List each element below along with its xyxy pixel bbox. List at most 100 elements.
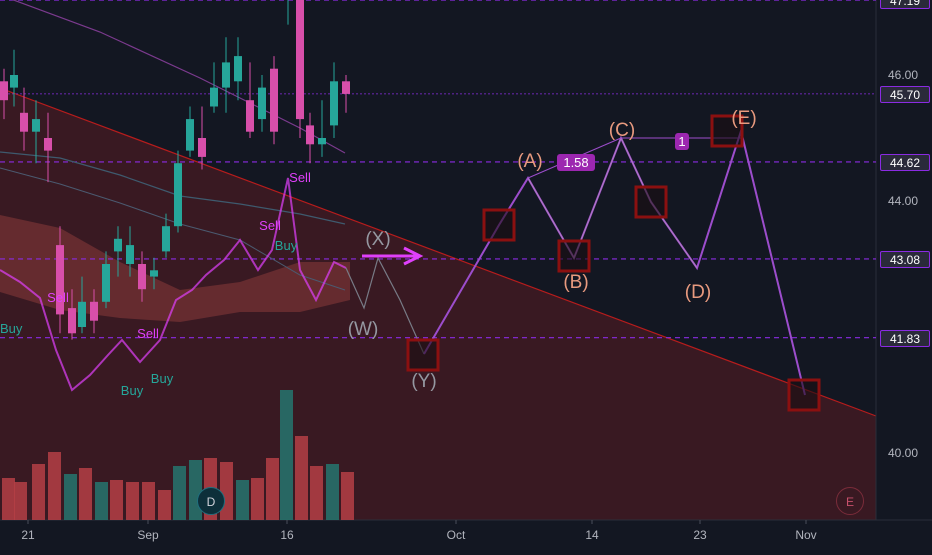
candle-body bbox=[222, 62, 230, 88]
candle-body bbox=[306, 125, 314, 145]
level-price-tag[interactable]: 43.08 bbox=[880, 250, 930, 268]
candle-body bbox=[198, 138, 206, 157]
earnings-marker[interactable]: E bbox=[836, 487, 864, 515]
time-tick-label: 21 bbox=[21, 528, 35, 542]
volume-bar bbox=[110, 480, 123, 520]
volume-bar bbox=[310, 466, 323, 520]
volume-bar bbox=[64, 474, 77, 520]
price-tick-label: 46.00 bbox=[888, 68, 919, 82]
candle-body bbox=[162, 226, 170, 252]
volume-bar bbox=[280, 390, 293, 520]
wave-label: (B) bbox=[563, 272, 588, 293]
volume-bar bbox=[32, 464, 45, 520]
price-tick-label: 40.00 bbox=[888, 446, 919, 460]
candle-body bbox=[186, 119, 194, 151]
bearish-zone bbox=[0, 88, 876, 520]
candle-body bbox=[78, 301, 86, 327]
level-price-tag[interactable]: 47.19 bbox=[880, 0, 930, 10]
volume-bar bbox=[341, 472, 354, 520]
level-price-tag[interactable]: 45.70 bbox=[880, 85, 930, 103]
volume-bar bbox=[251, 478, 264, 520]
ratio-badge-text: 1.58 bbox=[563, 155, 588, 170]
volume-bar bbox=[126, 482, 139, 520]
arrow-head bbox=[403, 246, 424, 266]
candle-body bbox=[10, 75, 18, 88]
target-box bbox=[557, 239, 591, 273]
candle-body bbox=[210, 87, 218, 107]
candle-body bbox=[138, 264, 146, 290]
signal-label: Buy bbox=[275, 238, 298, 253]
level-price-tag[interactable]: 41.83 bbox=[880, 329, 930, 347]
candle-body bbox=[270, 68, 278, 132]
volume-bar bbox=[236, 480, 249, 520]
wave-label: (D) bbox=[685, 282, 711, 303]
candle-body bbox=[68, 308, 76, 334]
wxy-projection bbox=[345, 256, 425, 355]
target-box bbox=[406, 338, 440, 372]
overlay-swing-line bbox=[0, 177, 347, 392]
target-box bbox=[482, 208, 516, 242]
candle-body bbox=[234, 56, 242, 82]
cloud-band bbox=[0, 215, 350, 322]
volume-bar bbox=[266, 458, 279, 520]
candle-body bbox=[126, 245, 134, 264]
time-tick-label: Nov bbox=[795, 528, 817, 542]
time-tick-label: 14 bbox=[585, 528, 599, 542]
target-box bbox=[634, 185, 668, 219]
candle-body bbox=[0, 81, 8, 101]
volume-bar bbox=[173, 466, 186, 520]
volume-bar bbox=[2, 478, 15, 520]
target-box bbox=[710, 114, 744, 148]
wave-label: (E) bbox=[731, 108, 756, 129]
signal-label: Buy bbox=[121, 383, 144, 398]
moving-average-long bbox=[11, 0, 346, 154]
volume-bar bbox=[14, 482, 27, 520]
candle-body bbox=[150, 270, 158, 277]
descending-trendline bbox=[0, 87, 877, 417]
wave-label: (W) bbox=[348, 319, 379, 340]
volume-bar bbox=[158, 490, 171, 520]
candle-body bbox=[32, 119, 40, 132]
dividend-marker[interactable]: D bbox=[197, 487, 225, 515]
candle-body bbox=[174, 163, 182, 227]
candle-body bbox=[342, 81, 350, 94]
time-tick-label: 23 bbox=[693, 528, 707, 542]
candle-body bbox=[90, 301, 98, 321]
volume-bar bbox=[142, 482, 155, 520]
volume-bar bbox=[95, 482, 108, 520]
candle-body bbox=[318, 138, 326, 145]
ratio-badge bbox=[557, 154, 595, 171]
candle-body bbox=[296, 0, 304, 120]
wave-label: (C) bbox=[609, 120, 635, 141]
time-tick-label: Oct bbox=[446, 528, 466, 542]
volume-bar bbox=[79, 468, 92, 520]
volume-bar bbox=[326, 464, 339, 520]
wave-label: (X) bbox=[365, 229, 390, 250]
candle-body bbox=[102, 264, 110, 302]
volume-bar bbox=[189, 460, 202, 520]
signal-label: Sell bbox=[259, 218, 281, 233]
volume-bar bbox=[48, 452, 61, 520]
signal-label: Buy bbox=[0, 321, 23, 336]
ratio-badge bbox=[675, 133, 689, 150]
wave-label: (A) bbox=[517, 151, 542, 172]
wave-label: (Y) bbox=[411, 371, 436, 392]
level-price-tag[interactable]: 44.62 bbox=[880, 153, 930, 171]
candle-body bbox=[330, 81, 338, 126]
volume-bar bbox=[220, 462, 233, 520]
signal-label: Sell bbox=[137, 326, 159, 341]
time-tick-label: Sep bbox=[137, 528, 159, 542]
signal-label: Sell bbox=[289, 170, 311, 185]
candle-body bbox=[44, 138, 52, 151]
time-tick-label: 16 bbox=[280, 528, 294, 542]
candle-body bbox=[114, 238, 122, 252]
volume-bar bbox=[295, 436, 308, 520]
candle-body bbox=[20, 112, 28, 132]
candle-body bbox=[258, 87, 266, 120]
candle-body bbox=[56, 245, 64, 315]
price-tick-label: 44.00 bbox=[888, 194, 919, 208]
candle-body bbox=[246, 100, 254, 132]
target-box bbox=[787, 378, 821, 412]
